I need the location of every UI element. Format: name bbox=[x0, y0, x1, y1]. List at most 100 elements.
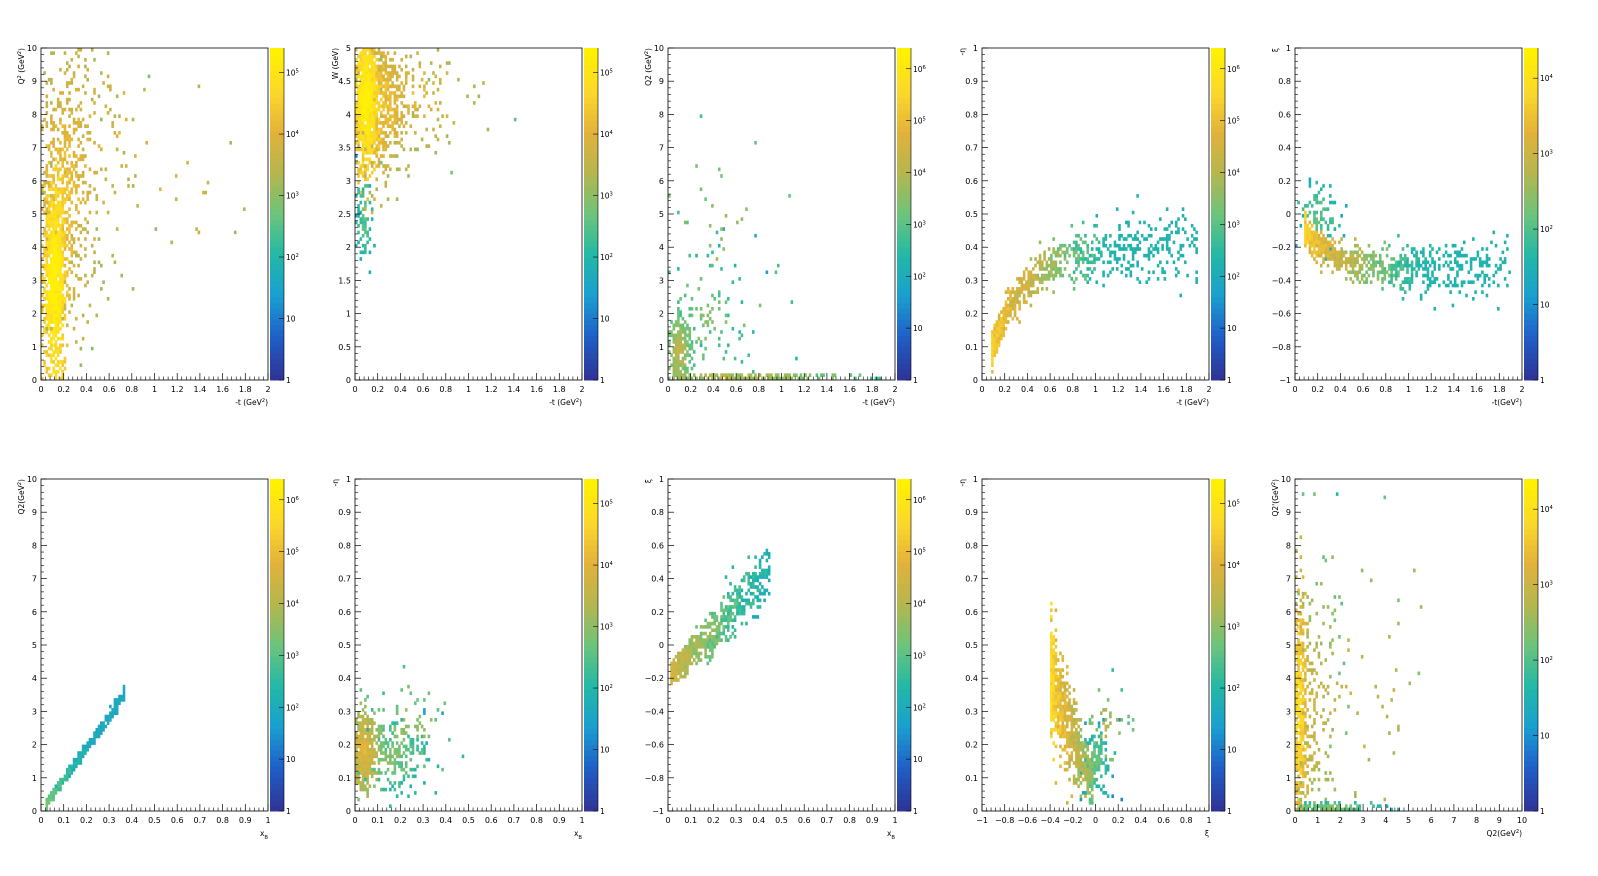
heatmap-bin bbox=[75, 220, 78, 225]
heatmap-bin bbox=[45, 230, 49, 235]
heatmap-bin bbox=[711, 306, 714, 311]
heatmap-bin bbox=[70, 237, 74, 241]
heatmap-bin bbox=[1068, 253, 1071, 258]
heatmap-bin bbox=[1086, 280, 1089, 285]
heatmap-bin bbox=[795, 373, 798, 377]
heatmap-bin bbox=[47, 297, 51, 301]
heatmap-bin bbox=[370, 114, 374, 119]
heatmap-bin bbox=[1156, 247, 1160, 251]
colorbar-segment bbox=[897, 186, 911, 193]
heatmap-bin bbox=[357, 190, 360, 195]
heatmap-bin bbox=[414, 767, 417, 772]
heatmap-bin bbox=[47, 217, 51, 221]
y-tick-label: 0 bbox=[346, 376, 351, 385]
heatmap-bin bbox=[364, 754, 367, 759]
heatmap-bin bbox=[1000, 330, 1003, 334]
colorbar-segment bbox=[1524, 258, 1538, 265]
heatmap-bin bbox=[1331, 217, 1334, 221]
colorbar-tick-label: 103 bbox=[286, 192, 299, 201]
heatmap-bin bbox=[1163, 270, 1167, 275]
heatmap-bin bbox=[357, 207, 360, 211]
heatmap-bin bbox=[1476, 253, 1480, 258]
heatmap-bin bbox=[357, 174, 360, 178]
heatmap-bin bbox=[688, 661, 691, 666]
heatmap-bin bbox=[404, 131, 408, 135]
heatmap-bin bbox=[1465, 293, 1468, 298]
heatmap-bin bbox=[395, 754, 399, 759]
heatmap-bin bbox=[681, 330, 685, 334]
heatmap-bin bbox=[1331, 253, 1334, 258]
heatmap-bin bbox=[1319, 263, 1323, 268]
colorbar-segment bbox=[1211, 341, 1225, 348]
heatmap-bin bbox=[1004, 290, 1008, 294]
heatmap-bin bbox=[368, 751, 372, 755]
heatmap-bin bbox=[50, 330, 53, 334]
heatmap-bin bbox=[731, 280, 735, 285]
heatmap-bin bbox=[1315, 240, 1318, 245]
heatmap-bin bbox=[56, 287, 60, 291]
heatmap-bin bbox=[699, 114, 703, 119]
heatmap-bin bbox=[1102, 243, 1105, 248]
heatmap-bin bbox=[384, 771, 388, 775]
heatmap-bin bbox=[1125, 220, 1128, 225]
heatmap-bin bbox=[366, 731, 369, 735]
colorbar-segment bbox=[584, 263, 598, 270]
heatmap-bin bbox=[357, 61, 360, 65]
colorbar-segment bbox=[270, 131, 284, 138]
heatmap-bin bbox=[357, 744, 360, 749]
colorbar-segment bbox=[1524, 319, 1538, 326]
heatmap-bin bbox=[1438, 247, 1441, 251]
heatmap-bin bbox=[357, 111, 360, 115]
heatmap-bin bbox=[52, 257, 55, 261]
heatmap-bin bbox=[382, 751, 385, 755]
heatmap-bin bbox=[427, 144, 431, 148]
heatmap-bin bbox=[473, 101, 476, 105]
heatmap-bin bbox=[1041, 280, 1044, 285]
heatmap-bin bbox=[359, 167, 363, 172]
colorbar-segment bbox=[1211, 324, 1225, 331]
y-tick-label: 9 bbox=[32, 77, 37, 86]
heatmap-bin bbox=[50, 81, 53, 85]
colorbar-segment bbox=[584, 506, 598, 513]
heatmap-bin bbox=[68, 81, 71, 85]
heatmap-bin bbox=[416, 718, 419, 722]
heatmap-bin bbox=[359, 84, 363, 89]
heatmap-bin bbox=[681, 323, 685, 328]
heatmap-bin bbox=[100, 71, 103, 75]
heatmap-bin bbox=[1354, 237, 1357, 241]
heatmap-bin bbox=[1022, 270, 1026, 275]
heatmap-bin bbox=[361, 190, 365, 195]
y-tick-label: 10 bbox=[27, 44, 37, 53]
colorbar-segment bbox=[1211, 346, 1225, 353]
heatmap-bin bbox=[131, 184, 135, 188]
heatmap-bin bbox=[423, 764, 426, 769]
heatmap-bin bbox=[686, 283, 689, 288]
colorbar-segment bbox=[584, 324, 598, 331]
heatmap-bin bbox=[1462, 253, 1466, 258]
heatmap-bin bbox=[1002, 330, 1005, 334]
heatmap-bin bbox=[690, 654, 694, 659]
heatmap-bin bbox=[77, 761, 80, 765]
heatmap-bin bbox=[1118, 233, 1121, 238]
heatmap-bin bbox=[672, 350, 676, 354]
heatmap-bin bbox=[1138, 280, 1142, 285]
heatmap-bin bbox=[1399, 283, 1402, 288]
heatmap-bin bbox=[425, 81, 428, 85]
heatmap-bin bbox=[361, 227, 365, 231]
heatmap-bin bbox=[400, 111, 403, 115]
heatmap-bin bbox=[368, 124, 372, 128]
heatmap-bin bbox=[411, 744, 415, 749]
heatmap-bin bbox=[359, 137, 363, 142]
heatmap-bin bbox=[1315, 260, 1318, 265]
heatmap-bin bbox=[1109, 260, 1112, 265]
heatmap-bin bbox=[1499, 257, 1502, 261]
heatmap-bin bbox=[357, 54, 360, 59]
heatmap-bin bbox=[59, 67, 62, 72]
heatmap-bin bbox=[361, 51, 365, 55]
heatmap-bin bbox=[445, 71, 449, 75]
heatmap-bin bbox=[65, 217, 69, 221]
heatmap-bin bbox=[1127, 223, 1130, 228]
heatmap-bin bbox=[375, 101, 378, 105]
heatmap-bin bbox=[1147, 247, 1151, 251]
heatmap-bin bbox=[395, 167, 399, 172]
